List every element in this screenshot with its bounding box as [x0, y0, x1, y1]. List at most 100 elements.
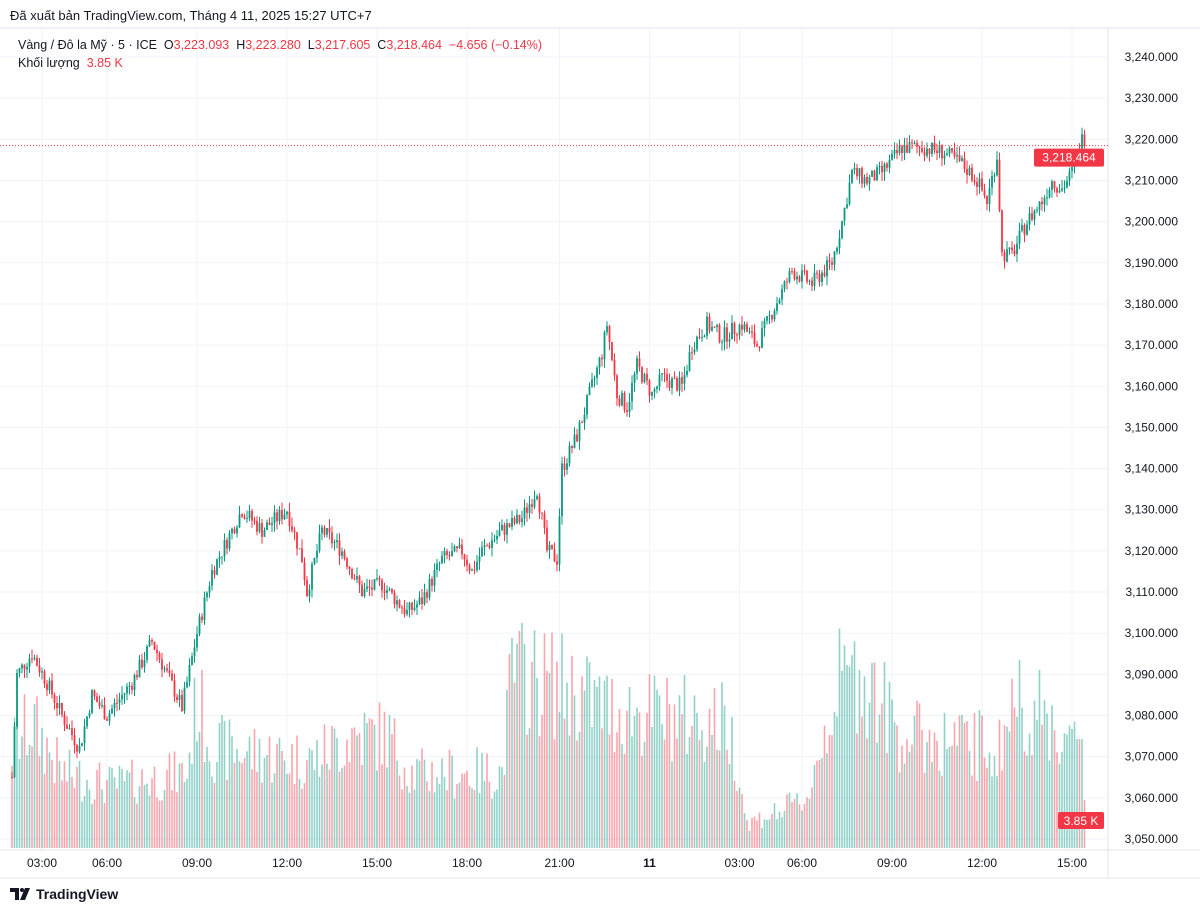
candle-body: [606, 326, 608, 333]
candle-body: [711, 326, 713, 331]
candle-body: [843, 207, 846, 221]
candle-body: [548, 544, 551, 551]
volume-bar: [508, 653, 511, 848]
volume-bar: [176, 792, 178, 848]
volume-bar: [533, 630, 536, 848]
candle-body: [313, 557, 316, 565]
volume-bar: [318, 776, 321, 848]
candle-body: [323, 527, 326, 535]
volume-bar: [873, 662, 876, 848]
volume-bar: [241, 763, 243, 848]
y-tick-label: 3,160.000: [1125, 379, 1179, 393]
volume-bar: [96, 769, 98, 848]
candle-body: [863, 176, 866, 184]
volume-bar: [913, 715, 916, 848]
volume-bar: [81, 801, 83, 848]
candle-body: [43, 671, 46, 684]
symbol-label[interactable]: Vàng / Đô la Mỹ · 5 · ICE: [18, 38, 157, 52]
x-tick-label: 12:00: [272, 856, 302, 870]
volume-bar: [16, 720, 18, 848]
candle-body: [401, 607, 403, 609]
candle-body: [26, 666, 28, 670]
candle-body: [591, 379, 593, 387]
candle-body: [896, 150, 898, 154]
y-tick-label: 3,130.000: [1125, 503, 1179, 517]
candle-body: [428, 578, 431, 598]
candle-body: [438, 563, 441, 565]
candle-body: [1068, 171, 1071, 181]
volume-bar: [333, 728, 336, 848]
y-tick-label: 3,150.000: [1125, 420, 1179, 434]
candle-body: [306, 580, 308, 597]
volume-bar: [23, 694, 26, 848]
volume-bar: [356, 735, 358, 848]
volume-bar: [443, 777, 446, 848]
candle-body: [793, 271, 796, 280]
volume-bar: [173, 751, 176, 848]
candle-body: [608, 326, 611, 343]
candle-body: [1031, 213, 1033, 220]
candle-body: [918, 146, 921, 148]
y-tick-label: 3,140.000: [1125, 462, 1179, 476]
volume-bar: [338, 771, 341, 848]
candle-body: [941, 144, 943, 159]
candle-body: [118, 699, 121, 704]
candle-body: [821, 272, 823, 282]
volume-bar: [91, 804, 93, 848]
volume-bar: [876, 742, 878, 848]
volume-bar: [351, 728, 353, 848]
volume-bar: [493, 791, 496, 848]
candle-body: [181, 694, 183, 711]
volume-bar: [956, 745, 958, 848]
candle-body: [136, 674, 138, 678]
volume-bar: [576, 740, 578, 848]
tradingview-logo[interactable]: TradingView: [10, 886, 118, 902]
candle-body: [128, 685, 131, 687]
candle-body: [886, 163, 888, 168]
volume-bar: [136, 803, 138, 848]
volume-value: 3.85 K: [86, 56, 123, 70]
candle-body: [928, 148, 931, 154]
candle-body: [171, 673, 173, 681]
volume-bar: [793, 799, 796, 848]
candle-body: [36, 657, 38, 666]
volume-bar: [401, 789, 403, 848]
candle-body: [1048, 190, 1051, 198]
volume-bar: [323, 724, 326, 848]
volume-bar: [571, 655, 573, 848]
volume-bar: [581, 676, 583, 848]
candle-body: [636, 358, 638, 374]
volume-bar: [76, 766, 78, 848]
volume-bar: [911, 744, 913, 848]
candle-body: [18, 668, 21, 673]
candle-body: [106, 719, 108, 721]
candle-body: [81, 743, 83, 746]
candle-body: [446, 551, 448, 556]
candle-body: [278, 509, 281, 522]
volume-bar: [813, 765, 816, 848]
candle-body: [63, 714, 66, 725]
candle-body: [796, 276, 798, 280]
volume-bar: [1046, 713, 1048, 848]
volume-bar: [1018, 659, 1021, 848]
candle-body: [588, 386, 591, 396]
candle-body: [921, 147, 923, 152]
candle-body: [201, 616, 203, 621]
volume-bar: [358, 733, 361, 848]
volume-bar: [978, 710, 981, 848]
volume-bar: [963, 722, 966, 848]
volume-bar: [636, 707, 638, 848]
candle-body: [798, 276, 801, 282]
volume-bar: [211, 776, 213, 848]
candle-body: [581, 422, 583, 424]
candle-body: [236, 527, 238, 534]
candle-body: [648, 380, 651, 396]
candle-body: [633, 373, 636, 383]
candle-body: [803, 270, 806, 272]
candle-body: [986, 195, 988, 205]
volume-bar: [258, 738, 261, 848]
candle-body: [436, 563, 438, 571]
candle-body: [451, 551, 453, 557]
candle-body: [658, 374, 661, 387]
